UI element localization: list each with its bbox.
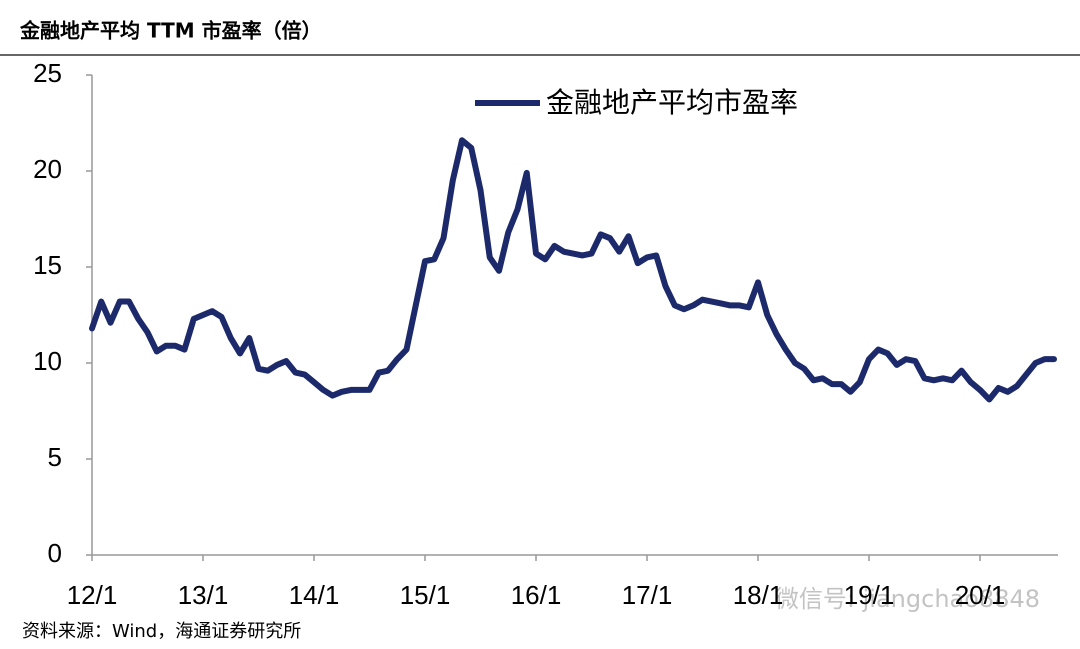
x-tick-label: 16/1 bbox=[511, 580, 562, 610]
x-tick-label: 14/1 bbox=[289, 580, 340, 610]
y-tick-label: 20 bbox=[33, 154, 62, 184]
y-tick-label: 15 bbox=[33, 250, 62, 280]
x-tick-label: 19/1 bbox=[844, 580, 895, 610]
y-tick-label: 0 bbox=[48, 538, 62, 568]
legend-label: 金融地产平均市盈率 bbox=[546, 86, 798, 119]
series-line bbox=[89, 137, 1057, 403]
x-tick-label: 18/1 bbox=[733, 580, 784, 610]
x-tick-label: 15/1 bbox=[400, 580, 451, 610]
y-tick-label: 25 bbox=[33, 58, 62, 88]
x-tick-label: 13/1 bbox=[178, 580, 229, 610]
watermark: 微信号: jiangchao8848 bbox=[775, 585, 1040, 613]
x-tick-label: 12/1 bbox=[67, 580, 118, 610]
x-tick-label: 17/1 bbox=[622, 580, 673, 610]
y-tick-label: 5 bbox=[48, 442, 62, 472]
y-tick-label: 10 bbox=[33, 346, 62, 376]
chart-title: 金融地产平均 TTM 市盈率（倍） bbox=[19, 19, 322, 43]
source: 资料来源：Wind，海通证券研究所 bbox=[22, 621, 301, 642]
x-tick-label: 20/1 bbox=[955, 580, 1006, 610]
